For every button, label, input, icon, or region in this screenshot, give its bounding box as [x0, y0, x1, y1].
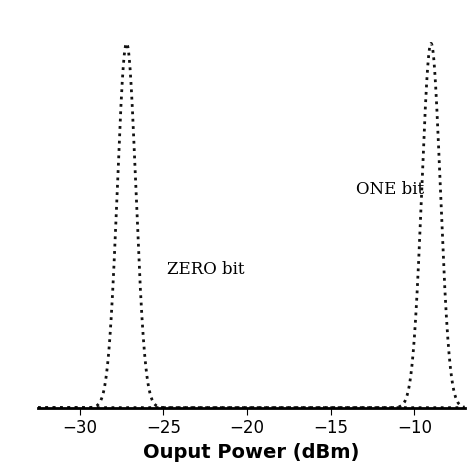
Text: ZERO bit: ZERO bit [167, 261, 244, 278]
Text: ONE bit: ONE bit [356, 181, 424, 198]
X-axis label: Ouput Power (dBm): Ouput Power (dBm) [143, 443, 359, 462]
